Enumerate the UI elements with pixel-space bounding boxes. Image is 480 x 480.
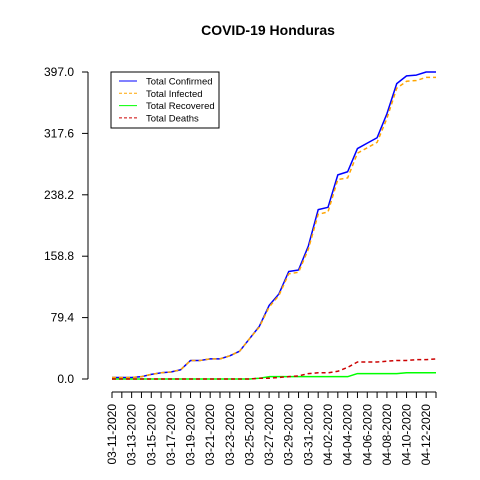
x-tick-label: 03-25-2020 [242,404,256,466]
y-tick-label: 397.0 [44,65,74,79]
y-tick-label: 0.0 [57,372,74,386]
x-tick-label: 03-23-2020 [223,404,237,466]
x-tick-label: 03-15-2020 [144,404,158,466]
chart-title: COVID-19 Honduras [201,22,335,38]
series-line-total-recovered [112,372,436,380]
x-tick-label: 03-27-2020 [262,404,276,466]
y-tick-label: 79.4 [51,311,75,325]
x-tick-label: 03-19-2020 [184,404,198,466]
legend-label-total-infected: Total Infected [146,89,203,100]
x-tick-label: 04-12-2020 [419,404,433,466]
x-tick-label: 04-04-2020 [341,404,355,466]
series-lines [112,71,437,380]
x-tick-label: 04-06-2020 [360,404,374,466]
y-tick-label: 158.8 [44,249,74,263]
x-tick-label: 04-08-2020 [380,404,394,466]
y-axis: 0.0 79.4 158.8 238.2 317.6 397.0 [44,65,89,386]
x-tick-label: 03-29-2020 [282,404,296,466]
x-tick-label: 03-13-2020 [125,404,139,466]
x-tick-label: 04-10-2020 [400,404,414,466]
series-line-total-deaths [112,358,437,380]
x-tick-label: 03-31-2020 [301,404,315,466]
x-tick-label: 03-11-2020 [105,404,119,465]
x-axis: 03-11-2020 03-13-2020 03-15-2020 03-17-2020… [105,391,437,466]
series-line-total-confirmed [112,71,436,379]
series-line-total-infected [112,76,436,379]
x-tick-label: 03-17-2020 [164,404,178,466]
legend-label-total-recovered: Total Recovered [146,101,215,112]
legend-label-total-confirmed: Total Confirmed [146,77,213,88]
y-tick-label: 317.6 [44,126,74,140]
legend-label-total-deaths: Total Deaths [146,113,199,124]
y-tick-label: 238.2 [44,188,74,202]
x-tick-label: 04-02-2020 [321,404,335,466]
x-tick-label: 03-21-2020 [203,404,217,466]
